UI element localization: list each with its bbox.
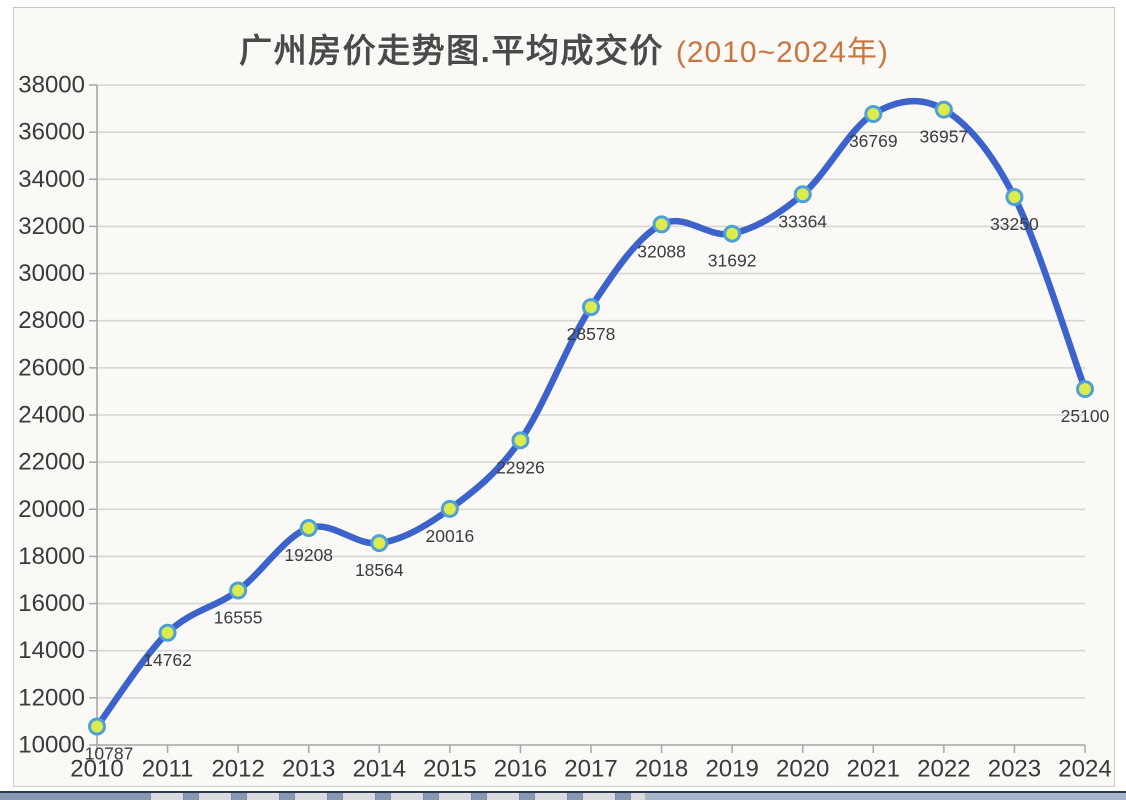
x-tick-label: 2016 bbox=[494, 756, 547, 783]
data-point-marker bbox=[864, 105, 883, 124]
data-label: 31692 bbox=[708, 251, 757, 271]
y-tick-label: 22000 bbox=[18, 449, 85, 476]
y-tick-label: 18000 bbox=[18, 543, 85, 570]
x-tick-label: 2012 bbox=[211, 756, 264, 783]
x-tick-label: 2022 bbox=[917, 756, 970, 783]
series bbox=[93, 97, 1089, 730]
bottom-window-strip-right bbox=[645, 793, 1126, 800]
data-point-marker bbox=[582, 298, 600, 317]
y-gridlines bbox=[97, 84, 1085, 699]
y-axis-ticks bbox=[89, 84, 97, 746]
y-tick-label: 10000 bbox=[18, 732, 85, 759]
x-tick-label: 2019 bbox=[705, 756, 758, 783]
data-label: 33364 bbox=[778, 211, 827, 231]
data-label: 22926 bbox=[496, 457, 545, 477]
data-point-marker bbox=[723, 224, 742, 243]
y-tick-label: 12000 bbox=[18, 684, 85, 711]
data-label: 14762 bbox=[143, 650, 192, 670]
data-point-markers bbox=[88, 100, 1094, 736]
data-labels: 10787 14762 16555 19208 18564 20016 22926 28578… bbox=[85, 127, 1110, 764]
x-tick-label: 2010 bbox=[70, 756, 123, 783]
x-tick-label: 2011 bbox=[142, 756, 194, 783]
y-tick-label: 34000 bbox=[18, 166, 85, 193]
y-tick-label: 38000 bbox=[18, 72, 85, 99]
y-tick-label: 36000 bbox=[18, 119, 85, 146]
data-label: 32088 bbox=[637, 241, 686, 261]
x-tick-label: 2021 bbox=[847, 756, 900, 783]
y-tick-label: 24000 bbox=[18, 402, 85, 429]
bottom-window-strip-tabs bbox=[150, 793, 645, 800]
data-point-marker bbox=[511, 431, 530, 450]
chart-card bbox=[13, 7, 1115, 787]
data-point-marker bbox=[229, 581, 248, 600]
data-label: 10787 bbox=[85, 743, 134, 763]
x-axis-ticks bbox=[96, 745, 1086, 753]
data-point-marker bbox=[1005, 187, 1024, 206]
y-axis-labels: 10000 12000 14000 16000 18000 20000 22000 24000… bbox=[18, 72, 85, 759]
y-tick-label: 28000 bbox=[18, 307, 85, 334]
data-label: 33250 bbox=[990, 214, 1039, 234]
axis-lines bbox=[96, 85, 1085, 746]
bottom-window-strip bbox=[0, 791, 1126, 800]
y-tick-label: 14000 bbox=[18, 637, 85, 664]
data-point-marker bbox=[1076, 380, 1094, 399]
x-tick-label: 2017 bbox=[564, 756, 617, 783]
data-label: 19208 bbox=[284, 545, 333, 565]
x-tick-label: 2014 bbox=[353, 756, 406, 783]
data-point-marker bbox=[440, 499, 459, 518]
data-label: 28578 bbox=[567, 324, 616, 344]
x-tick-label: 2018 bbox=[635, 756, 688, 783]
data-point-marker bbox=[652, 215, 671, 234]
data-point-marker bbox=[934, 100, 953, 119]
x-tick-label: 2024 bbox=[1058, 756, 1111, 783]
data-label: 16555 bbox=[214, 607, 263, 627]
data-label: 25100 bbox=[1061, 406, 1110, 426]
y-tick-label: 16000 bbox=[18, 590, 85, 617]
data-label: 36769 bbox=[849, 131, 898, 151]
y-tick-label: 26000 bbox=[18, 354, 85, 381]
data-point-marker bbox=[793, 185, 812, 204]
data-point-marker bbox=[88, 717, 106, 736]
data-label: 20016 bbox=[426, 526, 475, 546]
data-point-marker bbox=[299, 518, 318, 537]
data-point-marker bbox=[370, 534, 389, 553]
data-label: 18564 bbox=[355, 560, 404, 580]
x-axis-labels: 2010 2011 2012 2013 2014 2015 2016 2017 2018 2019… bbox=[70, 756, 1111, 783]
y-tick-label: 30000 bbox=[18, 260, 85, 287]
y-tick-label: 32000 bbox=[18, 213, 85, 240]
data-point-marker bbox=[158, 623, 177, 642]
x-tick-label: 2020 bbox=[776, 756, 829, 783]
data-label: 36957 bbox=[920, 127, 969, 147]
x-tick-label: 2023 bbox=[988, 756, 1041, 783]
y-tick-label: 20000 bbox=[18, 496, 85, 523]
x-tick-label: 2013 bbox=[282, 756, 335, 783]
series-line bbox=[93, 97, 1089, 730]
x-tick-label: 2015 bbox=[423, 756, 476, 783]
